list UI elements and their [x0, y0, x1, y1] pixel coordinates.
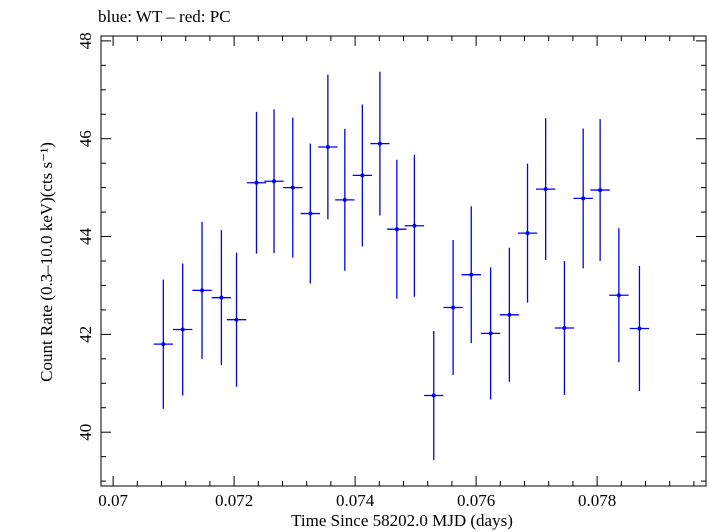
data-point: [387, 159, 407, 299]
point-marker: [469, 272, 474, 277]
y-tick-label: 40: [76, 424, 95, 441]
x-tick-label: 0.072: [215, 491, 253, 510]
y-axis-label: Count Rate (0.3–10.0 keV)(cts s⁻¹): [37, 142, 56, 382]
point-marker: [543, 187, 548, 192]
data-point: [424, 330, 444, 461]
point-marker: [598, 188, 603, 193]
data-point: [172, 263, 193, 396]
point-marker: [377, 141, 382, 146]
data-point: [629, 265, 650, 392]
point-marker: [272, 179, 277, 184]
data-points: [153, 71, 650, 461]
x-tick-label: 0.074: [336, 491, 375, 510]
point-marker: [360, 173, 365, 178]
point-marker: [616, 293, 621, 298]
data-point: [226, 252, 247, 387]
data-point: [300, 143, 321, 284]
data-point: [573, 128, 593, 269]
data-point: [480, 267, 501, 400]
chart-title: blue: WT – red: PC: [98, 7, 231, 26]
plot-frame: [100, 35, 707, 487]
data-point: [535, 118, 556, 261]
data-point: [370, 71, 390, 216]
tick-labels: 0.07 0.072 0.074 0.076 0.078 40 42 44 46 48: [76, 32, 616, 510]
point-marker: [507, 312, 512, 317]
data-point: [318, 74, 338, 220]
data-point: [264, 109, 284, 254]
data-point: [554, 261, 575, 396]
point-marker: [394, 227, 399, 232]
data-point: [335, 128, 355, 271]
data-point: [499, 247, 520, 382]
point-marker: [325, 145, 330, 150]
y-tick-label: 44: [76, 228, 95, 246]
point-marker: [161, 342, 166, 347]
point-marker: [562, 326, 567, 331]
point-marker: [308, 211, 313, 216]
data-point: [211, 230, 232, 366]
point-marker: [219, 295, 224, 300]
data-point: [192, 221, 212, 359]
y-tick-label: 48: [76, 32, 95, 49]
data-point: [517, 163, 538, 303]
point-marker: [234, 317, 239, 322]
data-point: [590, 119, 610, 261]
data-point: [283, 117, 303, 258]
point-marker: [637, 326, 642, 331]
data-point: [609, 228, 629, 363]
data-point: [352, 104, 373, 247]
point-marker: [488, 331, 493, 336]
y-tick-label: 42: [76, 326, 95, 343]
x-tick-label: 0.078: [578, 491, 616, 510]
x-tick-label: 0.07: [98, 491, 128, 510]
data-point: [404, 154, 425, 297]
point-marker: [254, 180, 259, 185]
y-tick-label: 46: [76, 130, 95, 147]
point-marker: [200, 288, 205, 293]
data-point: [246, 111, 267, 254]
point-marker: [431, 393, 436, 398]
data-point: [461, 206, 481, 344]
axis-ticks: [101, 36, 706, 486]
point-marker: [342, 197, 347, 202]
point-marker: [180, 327, 185, 332]
point-marker: [412, 223, 417, 228]
point-marker: [525, 231, 530, 236]
x-tick-label: 0.076: [457, 491, 495, 510]
data-point: [443, 239, 463, 375]
point-marker: [451, 305, 456, 310]
point-marker: [290, 185, 295, 190]
x-axis-label: Time Since 58202.0 MJD (days): [291, 511, 513, 530]
data-point: [153, 279, 173, 409]
point-marker: [581, 196, 586, 201]
